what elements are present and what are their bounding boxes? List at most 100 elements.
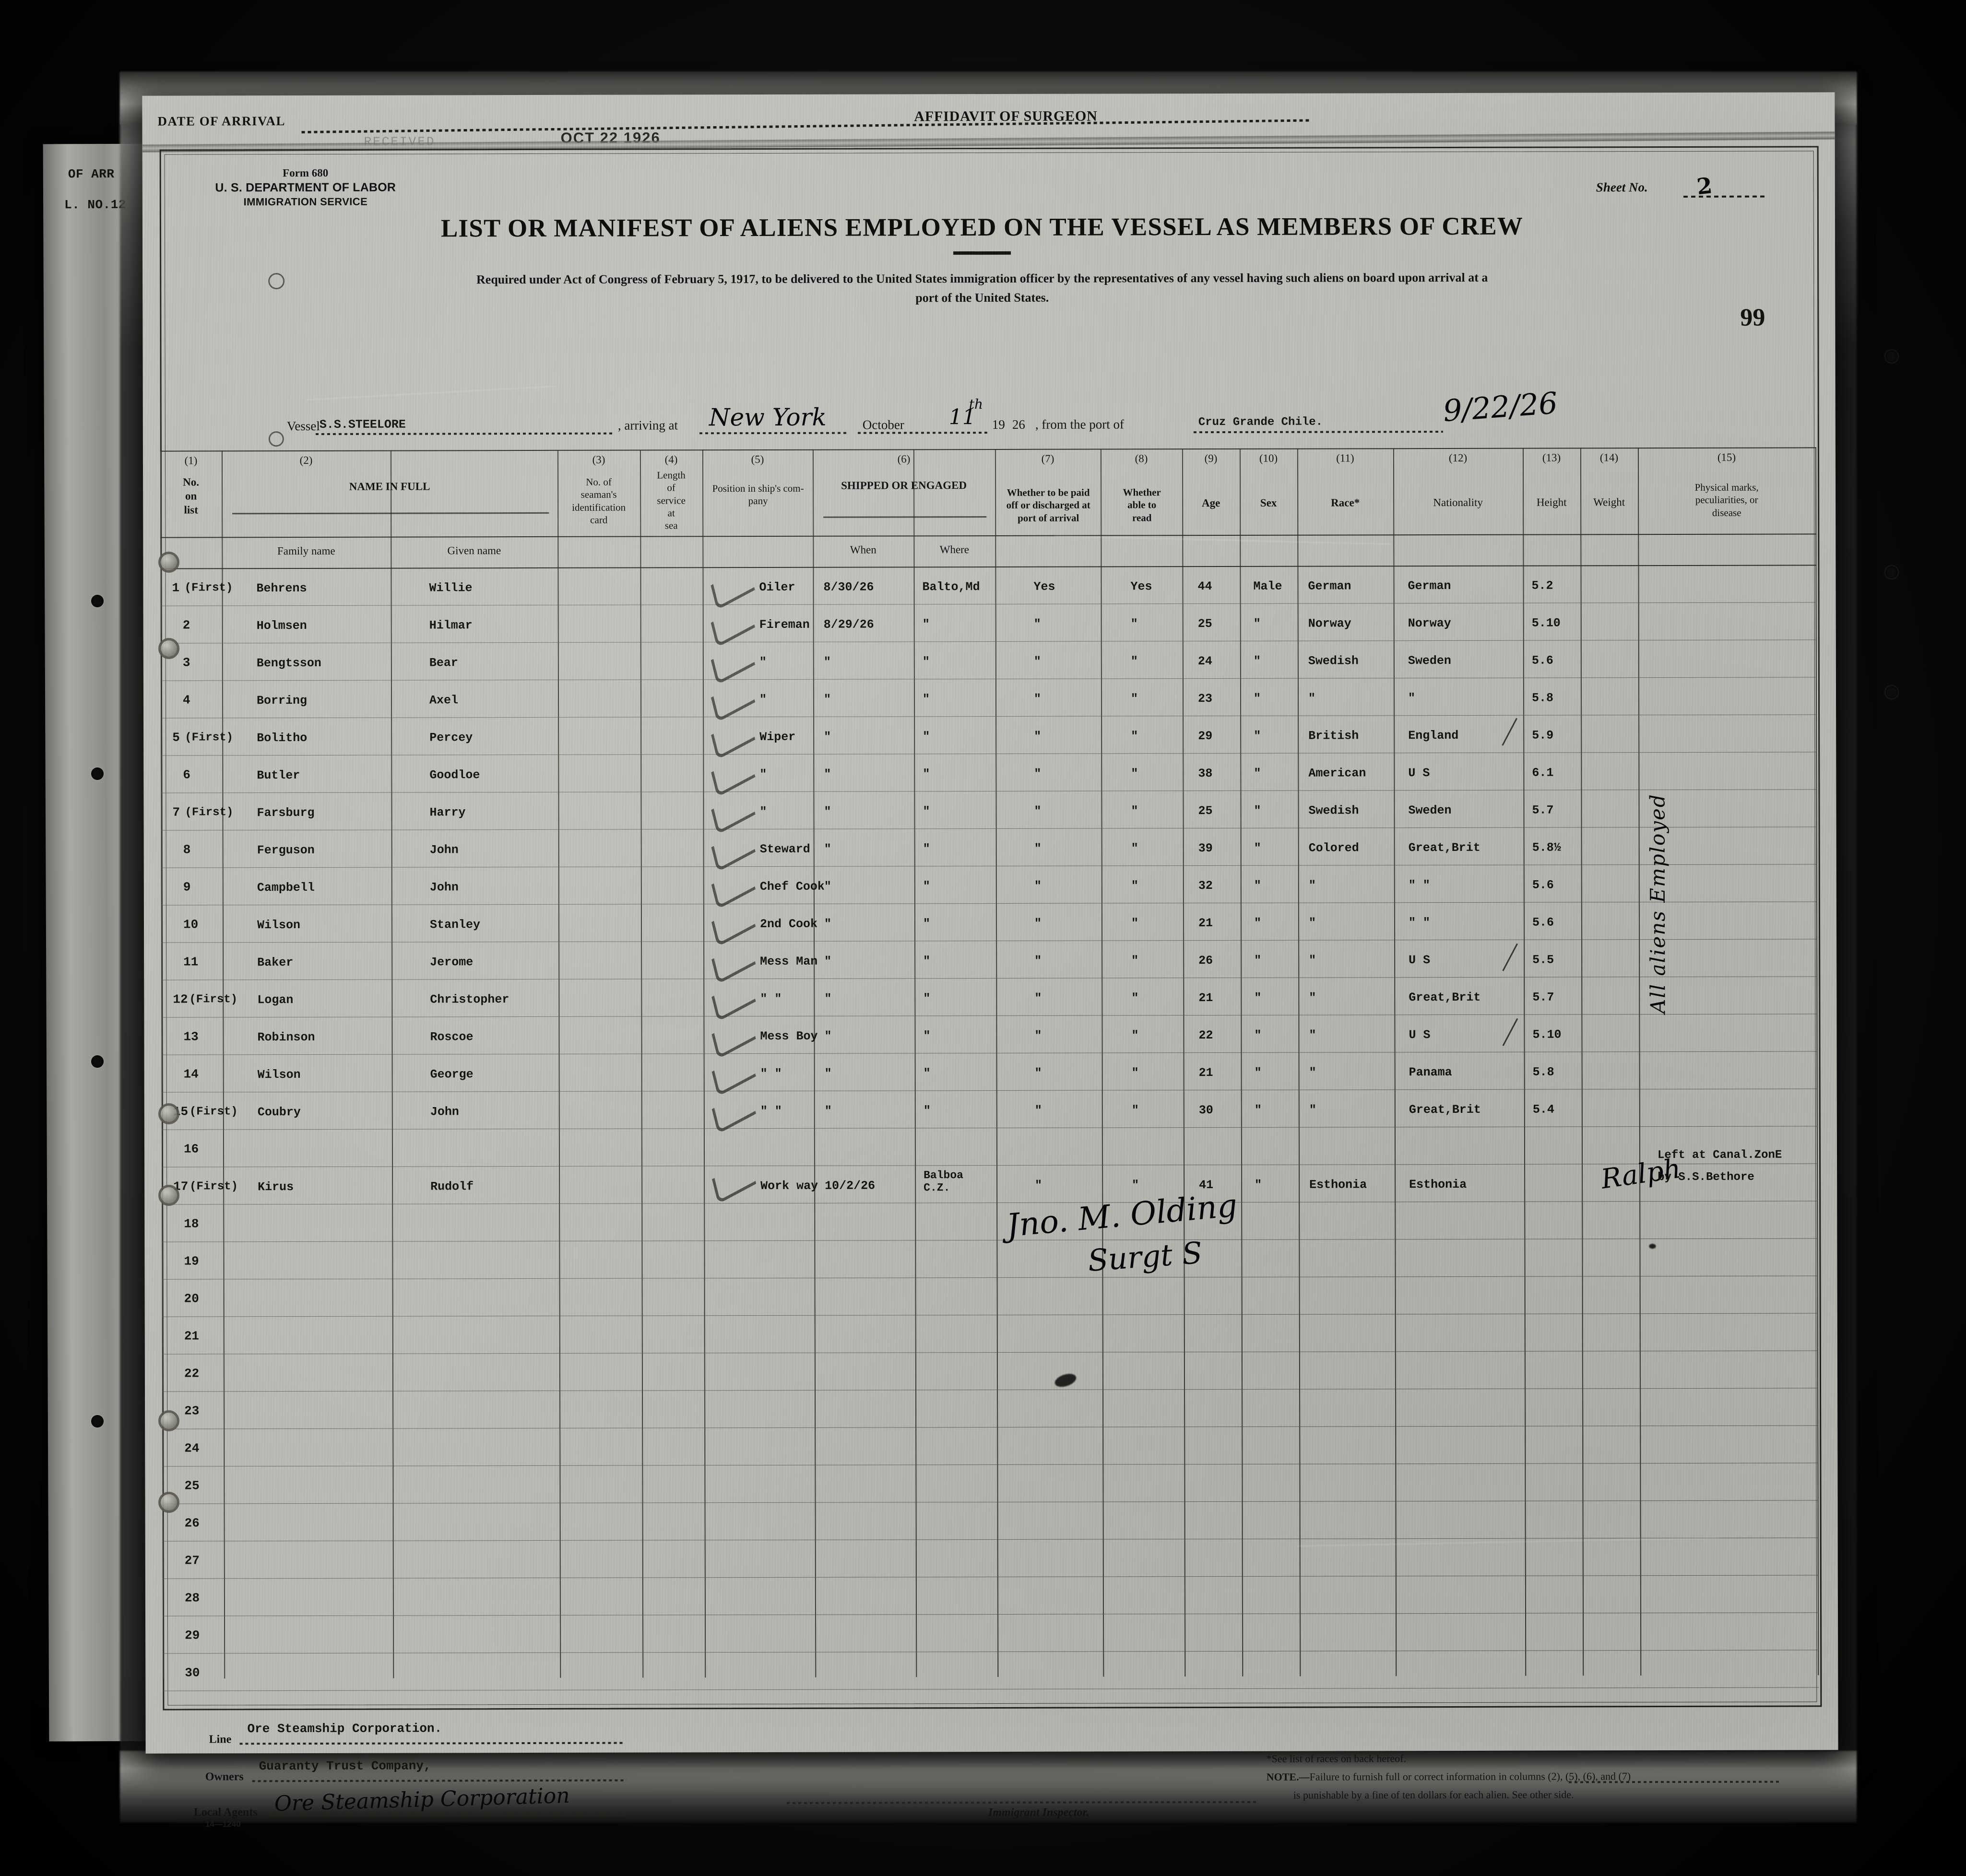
col-num-7: (7) (1041, 452, 1054, 465)
cell-position: Chef Cook (759, 879, 825, 894)
cell-nationality: U S (1408, 766, 1430, 780)
cell-nationality: Sweden (1408, 803, 1452, 818)
line-value: Ore Steamship Corporation. (247, 1721, 442, 1736)
cell-when: " (824, 730, 831, 744)
cell-when: " (824, 954, 832, 968)
cell-family: Coubry (257, 1105, 301, 1120)
cell-nationality: Panama (1409, 1065, 1452, 1080)
row-number: 20 (184, 1291, 199, 1306)
col-num-14: (14) (1599, 451, 1619, 464)
vessel-info-line: Vessel S.S.STEELORE , arriving at New Yo… (287, 385, 1774, 442)
line-label: Line (209, 1733, 232, 1746)
punch-hole (1885, 566, 1898, 578)
cell-given: Harry (429, 805, 466, 820)
cell-when: 10/2/26 (825, 1179, 876, 1193)
cell-given: Axel (429, 693, 459, 708)
row-first-marker: (First) (189, 1105, 238, 1119)
sheet-no-dotted-line (1683, 195, 1765, 198)
row-number: 11 (183, 955, 199, 969)
col-num-13: (13) (1542, 451, 1561, 464)
table-row-rule (161, 752, 1817, 756)
cell-read: Yes (1130, 579, 1152, 594)
date-of-arrival-label: DATE OF ARRIVAL (157, 114, 286, 129)
row-first-marker: (First) (185, 806, 234, 819)
cell-height: 5.8 (1531, 691, 1554, 705)
department-name: U. S. DEPARTMENT OF LABOR (215, 180, 396, 195)
cell-nationality: Norway (1408, 616, 1451, 631)
row-number: 24 (184, 1441, 200, 1456)
cell-race: Swedish (1308, 803, 1359, 818)
title-underline-rule (953, 251, 1011, 255)
row-number: 13 (183, 1029, 199, 1044)
col-num-10: (10) (1259, 452, 1278, 464)
row-number: 3 (182, 655, 190, 670)
cell-height: 5.10 (1532, 1027, 1562, 1042)
manifest-sheet: DATE OF ARRIVAL RECEIVED OCT 22 1926 AFF… (142, 92, 1838, 1829)
cell-paid: " (1034, 841, 1042, 856)
from-port-label: , from the port of (1035, 417, 1125, 432)
cell-read: " (1131, 916, 1139, 931)
penalty-note-line1: NOTE.—Failure to furnish full or correct… (1267, 1769, 1631, 1784)
cell-sex: Male (1253, 579, 1282, 593)
cell-sex: " (1254, 1065, 1262, 1080)
col-num-15: (15) (1717, 451, 1736, 463)
header-when: When (850, 543, 876, 556)
header-id-card: No. of seaman's identification card (572, 476, 626, 526)
header-position-in-ships-company: Position in ship's com- pany (712, 482, 804, 507)
cell-where: Balboa C.Z. (924, 1169, 963, 1194)
cell-nationality: U S (1409, 953, 1431, 967)
header-nationality: Nationality (1433, 496, 1483, 509)
cell-family: Holmsen (256, 618, 307, 633)
cell-paid: " (1034, 954, 1042, 968)
row-number: 12 (173, 992, 188, 1007)
adjacent-page-text-2: L. NO.12 (64, 197, 126, 212)
cell-read: " (1130, 617, 1138, 631)
table-row-rule (162, 1275, 1818, 1280)
form-number: Form 680 (283, 166, 329, 179)
cell-position: Fireman (759, 617, 810, 632)
cell-read: " (1131, 729, 1138, 743)
row-number: 14 (183, 1067, 199, 1082)
cell-height: 5.7 (1532, 803, 1554, 817)
cell-when: " (824, 991, 832, 1006)
cell-race: Colored (1308, 841, 1359, 855)
cell-sex: " (1254, 953, 1262, 967)
row-number: 29 (185, 1628, 200, 1643)
cell-paid: " (1033, 617, 1041, 631)
sheet-bottom-edge (120, 1751, 1857, 1823)
cell-position: Mess Man (760, 954, 818, 969)
cell-position: Mess Boy (760, 1029, 818, 1044)
table-row-rule (162, 1238, 1818, 1242)
cell-when: " (824, 917, 832, 931)
col-num-5: (5) (751, 453, 764, 466)
cell-paid: Yes (1033, 579, 1055, 594)
cell-read: " (1131, 954, 1139, 968)
header-where: Where (939, 543, 970, 556)
arriving-port-value: New York (709, 403, 827, 432)
row-number: 8 (183, 842, 191, 857)
cell-paid: " (1035, 1178, 1042, 1192)
table-row-rule (161, 1126, 1818, 1130)
table-row-rule (160, 639, 1817, 644)
cell-race: German (1308, 579, 1351, 593)
arriving-port-rule (699, 432, 848, 435)
sheet-no-label: Sheet No. (1596, 180, 1648, 195)
cell-where: " (923, 879, 930, 894)
cell-nationality: " (1408, 691, 1416, 706)
cell-race: " (1309, 953, 1316, 967)
cell-race: " (1308, 916, 1316, 930)
row-number: 7 (172, 805, 180, 820)
cell-height: 5.9 (1532, 728, 1554, 743)
cell-when: " (824, 767, 831, 781)
cell-when: " (824, 1066, 832, 1081)
cell-paid: " (1034, 767, 1042, 781)
table-row-rule (163, 1612, 1819, 1616)
cell-race: Swedish (1308, 654, 1359, 668)
cell-family: Campbell (257, 880, 315, 895)
cell-position: " (759, 692, 767, 707)
cell-when: " (824, 804, 831, 819)
cell-nationality: German (1408, 578, 1451, 593)
cell-sex: " (1254, 766, 1261, 780)
col-num-6: (6) (897, 453, 911, 465)
cell-sex: " (1254, 729, 1261, 743)
